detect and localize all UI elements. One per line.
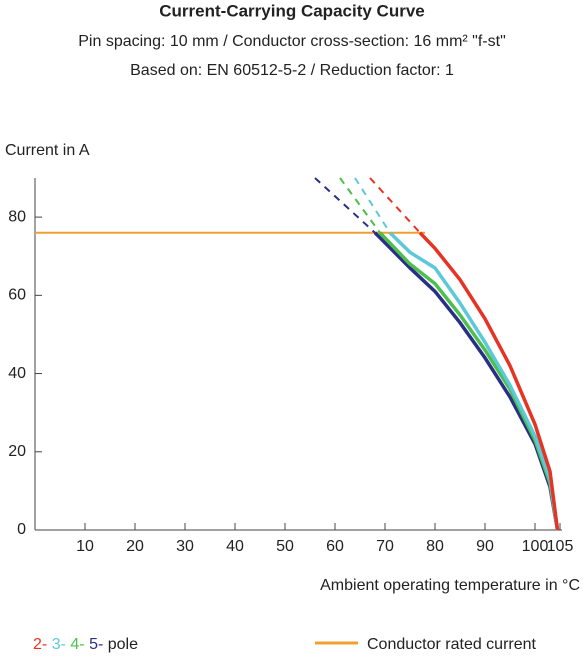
x-tick-label: 40 (226, 538, 244, 555)
series-line-extrapolated (314, 177, 376, 234)
y-tick-label: 40 (8, 365, 26, 382)
x-tick-label: 30 (176, 538, 194, 555)
series-line-extrapolated (369, 177, 421, 234)
legend-entry: 5- (89, 636, 103, 653)
series-line (418, 231, 560, 531)
legend-entry: Conductor rated current (367, 636, 537, 653)
y-axis-label: Current in A (5, 142, 90, 159)
y-tick-label: 80 (8, 208, 26, 225)
legend-entry: 3- (52, 636, 66, 653)
series-line-extrapolated (354, 177, 391, 234)
x-tick-label: 20 (126, 538, 144, 555)
chart-subtitle: Based on: EN 60512-5-2 / Reduction facto… (130, 62, 454, 79)
x-tick-label: 70 (376, 538, 394, 555)
x-tick-label: 100 (522, 538, 549, 555)
legend: 2- 3- 4- 5- pole (33, 636, 138, 653)
x-tick-label: 105 (547, 538, 574, 555)
legend-entry: 4- (70, 636, 84, 653)
x-axis-label: Ambient operating temperature in °C (320, 577, 580, 594)
y-tick-label: 60 (8, 287, 26, 304)
series-line (373, 231, 560, 531)
x-tick-label: 60 (326, 538, 344, 555)
chart-title: Current-Carrying Capacity Curve (159, 1, 424, 20)
x-tick-label: 90 (476, 538, 494, 555)
y-tick-label: 20 (8, 443, 26, 460)
series-line (378, 231, 560, 531)
legend-suffix: pole (108, 636, 138, 653)
x-tick-label: 80 (426, 538, 444, 555)
series-line (388, 231, 560, 531)
y-tick-label: 0 (17, 521, 26, 538)
legend-entry: 2- (33, 636, 47, 653)
x-tick-label: 10 (76, 538, 94, 555)
x-tick-label: 50 (276, 538, 294, 555)
series-line-extrapolated (339, 177, 381, 234)
chart-subtitle: Pin spacing: 10 mm / Conductor cross-sec… (78, 33, 506, 50)
